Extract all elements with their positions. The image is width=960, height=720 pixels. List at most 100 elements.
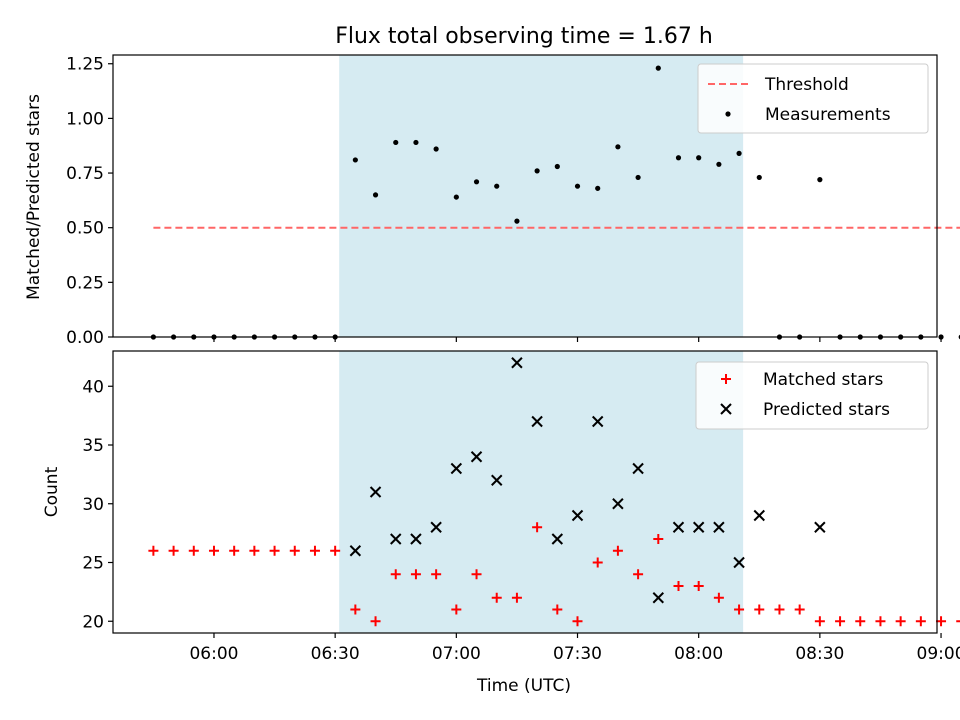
measurement-point <box>534 168 540 174</box>
legend-predicted-swatch <box>720 403 732 415</box>
matched-star-point <box>370 616 381 627</box>
legend-threshold-label: Threshold <box>764 75 849 95</box>
predicted-star-point <box>470 451 483 463</box>
predicted-star-point-b <box>450 462 463 475</box>
predicted-star-point <box>591 415 604 428</box>
matched-star-point <box>875 616 886 627</box>
matched-star-point <box>633 569 644 580</box>
x-tick-label: 06:30 <box>311 644 360 664</box>
matched-star-point <box>410 569 421 580</box>
predicted-star-point <box>390 533 402 545</box>
measurement-point <box>615 144 621 150</box>
top-y-tick-label: 0.00 <box>66 328 104 348</box>
measurement-point <box>413 139 419 146</box>
matched-star-point <box>390 569 401 580</box>
matched-star-point <box>653 534 664 544</box>
legend-predicted-label: Predicted stars <box>763 400 890 420</box>
matched-star-point <box>309 545 320 556</box>
measurement-point <box>574 183 581 189</box>
bottom-axes-frame <box>112 350 938 634</box>
top-legend-box <box>697 63 929 134</box>
measurement-point <box>696 155 702 161</box>
matched-star-point <box>148 545 159 556</box>
bottom-legend-box <box>695 361 929 430</box>
top-y-tick-label: 0.50 <box>66 219 104 239</box>
predicted-star-point-b <box>733 556 745 569</box>
legend-measurements-label: Measurements <box>765 105 891 125</box>
legend-matched-swatch <box>721 374 731 384</box>
predicted-star-point <box>612 498 624 510</box>
matched-star-point <box>572 616 583 627</box>
matched-star-point <box>330 545 341 556</box>
predicted-star-point-b <box>652 592 665 604</box>
top-y-axis-label: Matched/Predicted stars <box>24 94 44 300</box>
x-tick-label: 06:00 <box>189 644 238 664</box>
bot-y-tick-label: 35 <box>82 436 104 456</box>
matched-star-point <box>208 545 219 556</box>
predicted-star-point <box>511 357 523 369</box>
matched-star-point <box>168 545 179 556</box>
legend-plus-marker <box>721 374 731 384</box>
predicted-star-point <box>450 462 463 475</box>
matched-star-point <box>532 522 543 533</box>
matched-star-point <box>693 581 704 591</box>
bottom-y-axis-label: Count <box>42 466 62 517</box>
matched-star-point <box>592 557 603 568</box>
measurement-point <box>393 139 399 146</box>
top-panel: 0.00 0.25 0.50 0.75 1.00 1.25 Matched/Predict… <box>24 54 960 348</box>
bot-y-tick-label: 40 <box>82 377 104 397</box>
matched-star-point <box>269 545 280 556</box>
matched-star-point <box>289 545 300 556</box>
measurement-point <box>453 194 459 200</box>
predicted-star-point-b <box>430 521 442 533</box>
measurement-point <box>756 174 762 181</box>
predicted-star-point <box>531 415 543 428</box>
matched-star-point <box>794 604 805 615</box>
top-y-ticks: 0.00 0.25 0.50 0.75 1.00 1.25 <box>66 55 113 348</box>
matched-star-point <box>814 616 825 627</box>
predicted-star-point <box>410 533 422 545</box>
measurement-point <box>716 161 722 167</box>
predicted-star-point-b <box>612 498 624 510</box>
matched-star-point <box>188 545 199 556</box>
x-tick-label: 08:00 <box>674 644 723 664</box>
legend-matched-label: Matched stars <box>763 370 883 390</box>
measurement-point <box>352 157 358 163</box>
predicted-star-point <box>814 521 826 533</box>
bot-y-tick-label: 25 <box>82 554 104 574</box>
bot-y-tick-label: 30 <box>82 495 104 515</box>
predicted-star-point <box>733 556 745 569</box>
observing-window-shade <box>339 55 744 337</box>
measurement-point <box>595 185 601 191</box>
predicted-star-point-b <box>632 462 644 475</box>
bottom-plot-marks <box>148 357 960 627</box>
predicted-star-point <box>672 521 685 533</box>
matched-star-point <box>956 620 960 623</box>
predicted-star-point-b <box>531 415 543 428</box>
matched-star-point <box>451 604 462 615</box>
measurement-point <box>473 179 480 185</box>
bottom-y-ticks: 20 25 30 35 40 <box>82 377 113 632</box>
predicted-star-point-b <box>470 451 483 463</box>
top-y-tick-label: 1.25 <box>66 55 104 75</box>
matched-star-point <box>471 569 482 580</box>
matched-star-point <box>754 604 765 615</box>
x-tick-label: 08:30 <box>795 644 844 664</box>
measurement-point <box>817 177 823 183</box>
top-legend: Threshold Measurements <box>697 63 929 134</box>
measurement-point <box>655 65 661 71</box>
predicted-star-point-b <box>814 521 826 533</box>
measurement-point <box>635 174 641 181</box>
matched-star-point <box>511 592 522 603</box>
measurement-point <box>554 163 560 170</box>
predicted-star-point-b <box>491 474 503 486</box>
x-axis-label: Time (UTC) <box>476 676 571 696</box>
measurement-point <box>675 155 682 161</box>
predicted-star-point <box>713 521 725 533</box>
predicted-star-point-b <box>390 533 402 545</box>
chart-title: Flux total observing time = 1.67 h <box>335 24 713 49</box>
predicted-star-point <box>349 545 362 557</box>
matched-star-point <box>713 592 724 603</box>
matched-star-point <box>350 604 361 615</box>
